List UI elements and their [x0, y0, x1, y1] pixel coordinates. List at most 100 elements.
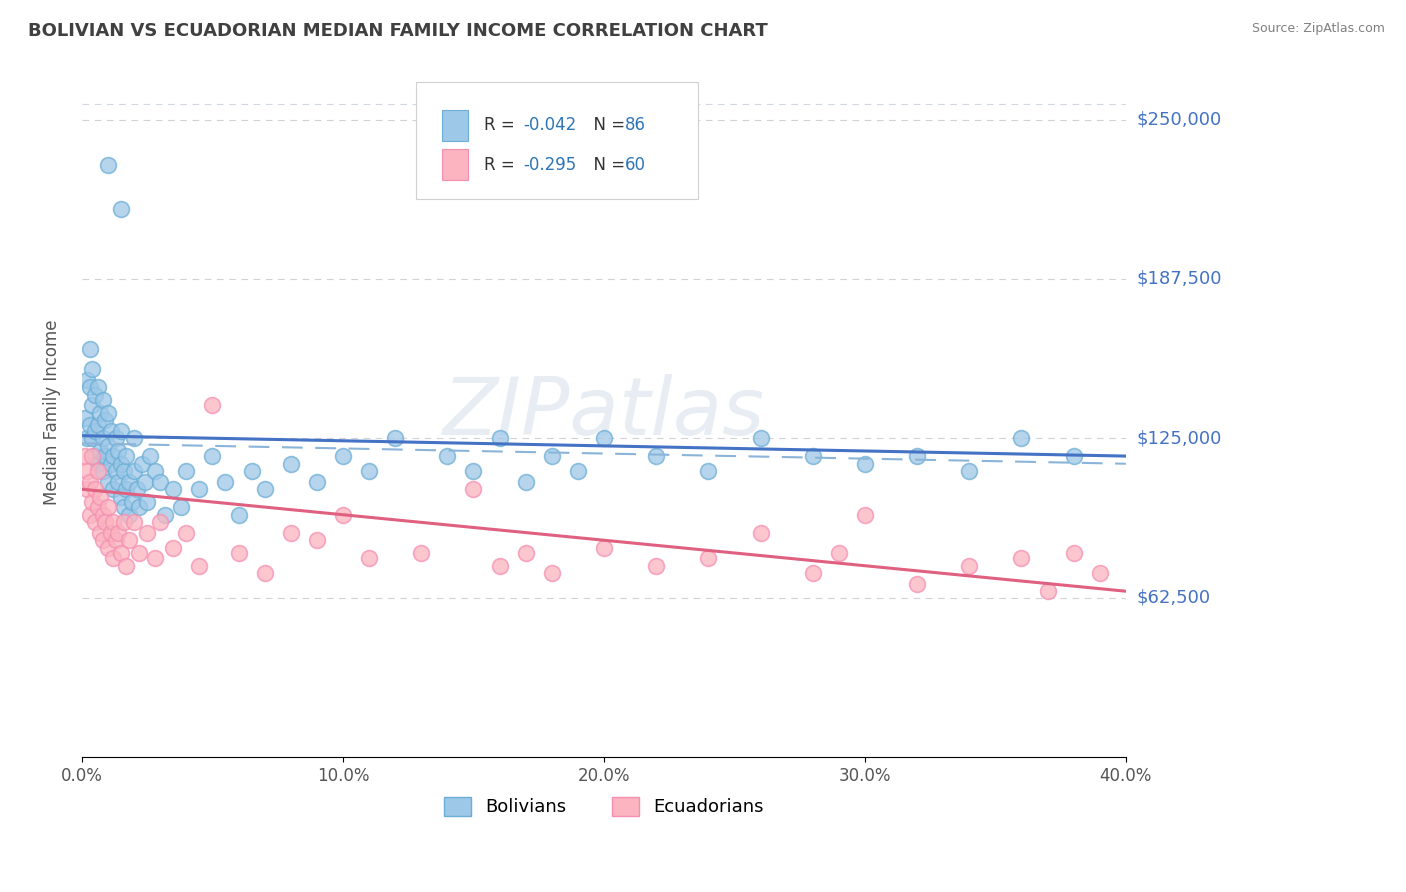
- Point: [280, 525, 302, 540]
- Text: $62,500: $62,500: [1136, 589, 1211, 607]
- Point: [411, 546, 433, 560]
- Text: $250,000: $250,000: [1136, 111, 1222, 128]
- Point: [162, 482, 184, 496]
- Point: [125, 482, 148, 496]
- Point: [79, 418, 101, 433]
- Point: [86, 380, 108, 394]
- Text: R =: R =: [484, 156, 520, 174]
- Text: 60: 60: [624, 156, 645, 174]
- Point: [79, 475, 101, 489]
- Text: R =: R =: [484, 116, 520, 134]
- Point: [73, 410, 96, 425]
- Point: [110, 546, 132, 560]
- Point: [1088, 566, 1111, 581]
- Point: [188, 482, 211, 496]
- Point: [214, 475, 236, 489]
- Text: -0.295: -0.295: [523, 156, 576, 174]
- Point: [1011, 551, 1033, 566]
- Point: [118, 533, 141, 548]
- Point: [801, 449, 824, 463]
- Point: [79, 508, 101, 522]
- Point: [253, 482, 276, 496]
- Point: [84, 449, 107, 463]
- Point: [176, 525, 198, 540]
- Point: [97, 500, 120, 514]
- Point: [86, 464, 108, 478]
- Point: [149, 516, 172, 530]
- Point: [488, 558, 510, 573]
- Point: [305, 533, 328, 548]
- Point: [228, 546, 250, 560]
- Point: [463, 464, 485, 478]
- FancyBboxPatch shape: [441, 149, 468, 180]
- Point: [134, 475, 156, 489]
- Point: [170, 500, 193, 514]
- Point: [79, 380, 101, 394]
- Point: [332, 449, 354, 463]
- Point: [91, 508, 114, 522]
- Point: [436, 449, 458, 463]
- Point: [1011, 431, 1033, 445]
- Text: Source: ZipAtlas.com: Source: ZipAtlas.com: [1251, 22, 1385, 36]
- FancyBboxPatch shape: [416, 82, 697, 199]
- Point: [515, 475, 537, 489]
- Point: [357, 464, 380, 478]
- Point: [122, 516, 145, 530]
- Point: [103, 449, 125, 463]
- Point: [84, 424, 107, 438]
- Point: [143, 551, 166, 566]
- Point: [540, 566, 562, 581]
- Point: [228, 508, 250, 522]
- Point: [110, 424, 132, 438]
- Point: [905, 449, 928, 463]
- Point: [1063, 449, 1085, 463]
- Text: $125,000: $125,000: [1136, 429, 1222, 447]
- Text: -0.042: -0.042: [523, 116, 576, 134]
- Point: [957, 558, 980, 573]
- Point: [91, 533, 114, 548]
- Point: [82, 362, 104, 376]
- Point: [118, 508, 141, 522]
- Point: [115, 558, 138, 573]
- Point: [89, 444, 111, 458]
- Point: [84, 388, 107, 402]
- Point: [100, 525, 122, 540]
- Point: [853, 508, 876, 522]
- Point: [110, 457, 132, 471]
- Text: 86: 86: [624, 116, 645, 134]
- Text: $187,500: $187,500: [1136, 270, 1222, 288]
- Point: [280, 457, 302, 471]
- Point: [107, 444, 129, 458]
- Point: [853, 457, 876, 471]
- Legend: Bolivians, Ecuadorians: Bolivians, Ecuadorians: [437, 789, 770, 823]
- Point: [749, 525, 772, 540]
- Point: [128, 546, 150, 560]
- Point: [100, 424, 122, 438]
- Text: N =: N =: [583, 156, 630, 174]
- Point: [112, 500, 135, 514]
- Point: [143, 464, 166, 478]
- Point: [107, 475, 129, 489]
- Text: BOLIVIAN VS ECUADORIAN MEDIAN FAMILY INCOME CORRELATION CHART: BOLIVIAN VS ECUADORIAN MEDIAN FAMILY INC…: [28, 22, 768, 40]
- Point: [104, 431, 127, 445]
- Point: [697, 464, 720, 478]
- Point: [515, 546, 537, 560]
- Point: [957, 464, 980, 478]
- Point: [84, 482, 107, 496]
- Y-axis label: Median Family Income: Median Family Income: [44, 320, 60, 506]
- Point: [1063, 546, 1085, 560]
- Point: [94, 413, 117, 427]
- Point: [115, 449, 138, 463]
- Point: [103, 516, 125, 530]
- Point: [73, 449, 96, 463]
- Point: [122, 431, 145, 445]
- Point: [567, 464, 589, 478]
- Point: [82, 431, 104, 445]
- Point: [91, 464, 114, 478]
- Point: [91, 431, 114, 445]
- Point: [97, 406, 120, 420]
- Point: [89, 490, 111, 504]
- Point: [76, 482, 98, 496]
- Point: [86, 500, 108, 514]
- Point: [84, 516, 107, 530]
